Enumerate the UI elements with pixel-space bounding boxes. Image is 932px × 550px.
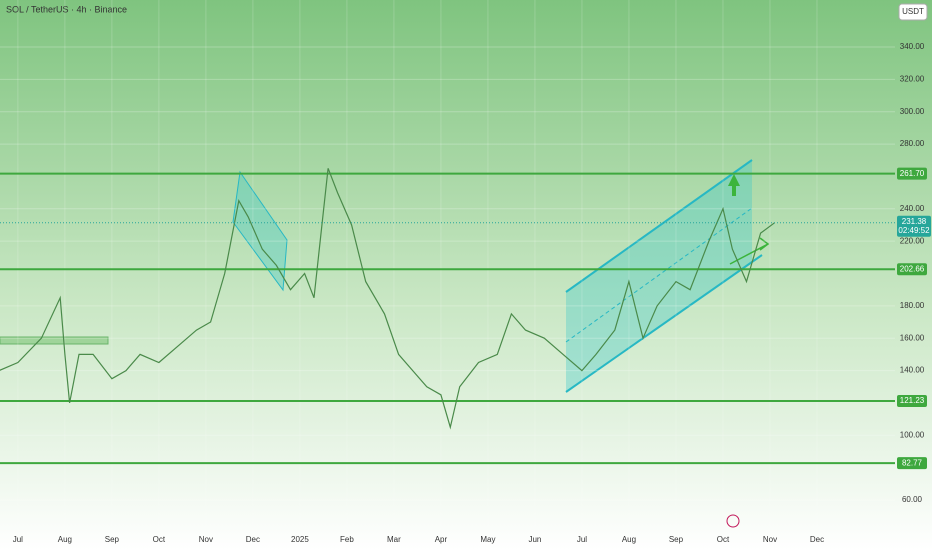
y-tick-label: 60.00 xyxy=(902,495,923,504)
level-label: 202.66 xyxy=(900,264,925,273)
y-tick-label: 160.00 xyxy=(900,333,925,342)
arrow-up xyxy=(728,174,740,186)
currency-button[interactable] xyxy=(898,3,928,21)
level-tag xyxy=(897,263,927,276)
x-tick-label: Aug xyxy=(622,535,636,544)
y-tick-label: 240.00 xyxy=(900,204,925,213)
x-tick-label: Sep xyxy=(105,535,120,544)
level-label: 82.77 xyxy=(902,458,923,467)
y-tick-label: 280.00 xyxy=(900,139,925,148)
y-tick-label: 220.00 xyxy=(900,236,925,245)
last-price-label: 231.38 xyxy=(902,217,927,226)
y-tick-label: 140.00 xyxy=(900,366,925,375)
x-tick-label: Nov xyxy=(763,535,777,544)
y-tick-label: 320.00 xyxy=(900,74,925,83)
x-tick-label: Oct xyxy=(717,535,730,544)
x-tick-label: Apr xyxy=(435,535,448,544)
down-channel xyxy=(232,170,288,292)
x-tick-label: May xyxy=(480,535,495,544)
y-tick-label: 100.00 xyxy=(900,430,925,439)
level-label: 261.70 xyxy=(900,169,925,178)
x-tick-label: Jul xyxy=(577,535,587,544)
level-tag xyxy=(897,457,927,470)
event-icon[interactable] xyxy=(726,514,740,528)
x-tick-label: Dec xyxy=(810,535,824,544)
x-tick-label: Oct xyxy=(153,535,166,544)
y-tick-label: 340.00 xyxy=(900,42,925,51)
y-tick-label: 180.00 xyxy=(900,301,925,310)
x-tick-label: 2025 xyxy=(291,535,309,544)
x-tick-label: Jul xyxy=(13,535,23,544)
zone xyxy=(0,336,109,345)
currency-button-label[interactable]: USDT xyxy=(902,7,924,16)
x-tick-label: Nov xyxy=(199,535,213,544)
level-tag xyxy=(897,167,927,180)
x-tick-label: Jun xyxy=(528,535,541,544)
channel-line xyxy=(565,254,763,393)
x-tick-label: Mar xyxy=(387,535,401,544)
level-label: 121.23 xyxy=(900,396,925,405)
x-tick-label: Feb xyxy=(340,535,354,544)
price-line xyxy=(0,168,776,430)
arrow-up xyxy=(732,186,736,196)
last-price-tag xyxy=(897,215,931,237)
x-tick-label: Dec xyxy=(246,535,260,544)
y-tick-label: 300.00 xyxy=(900,107,925,116)
x-tick-label: Aug xyxy=(58,535,72,544)
level-tag xyxy=(897,394,927,407)
channel-mid xyxy=(565,207,753,343)
x-tick-label: Sep xyxy=(669,535,684,544)
chart-title: SOL / TetherUS · 4h · Binance xyxy=(6,4,127,14)
countdown: 02:49:52 xyxy=(898,226,930,235)
arrow xyxy=(729,243,769,265)
